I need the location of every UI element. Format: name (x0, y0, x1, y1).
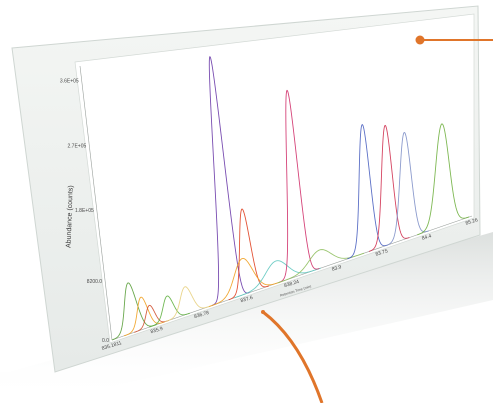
callout-dot-top (415, 35, 425, 45)
x-tick-label: 83.75 (375, 248, 389, 257)
callout-dot-bottom (261, 310, 265, 314)
x-tick-label: 837.6 (240, 295, 254, 304)
y-tick-label: 1.8E+05 (75, 208, 94, 214)
series-peak-7 (209, 257, 282, 307)
x-axis-line (111, 215, 473, 341)
series-peak-9 (278, 89, 320, 283)
plot-area (74, 13, 475, 344)
series-peak-3 (149, 295, 190, 328)
x-tick-label: 835.9 (150, 326, 164, 335)
y-tick-label: 0.0 (102, 338, 109, 344)
x-tick-label: 84.4 (421, 233, 432, 242)
series-peak-2 (134, 304, 170, 333)
x-tick-label: 83.9 (331, 264, 342, 273)
series-peak-4 (164, 286, 211, 323)
series-peak-5 (208, 55, 250, 306)
series-peak-13 (385, 131, 429, 247)
series-peak-6 (228, 208, 270, 301)
series-peak-11 (347, 124, 388, 260)
y-tick-label: 2.7E+05 (68, 143, 87, 149)
x-tick-label: 85.26 (465, 217, 479, 226)
panel-shadow (0, 232, 493, 403)
y-tick-labels: 0.0 8200.0 1.8E+05 2.7E+05 3.6E+05 (60, 78, 109, 344)
series-peak-14 (417, 123, 470, 236)
y-axis-label: Abundance (counts) (66, 185, 75, 248)
y-tick-label: 3.6E+05 (60, 78, 79, 84)
x-tick-label: 836.78 (194, 310, 211, 320)
series-peak-1 (124, 296, 165, 337)
series-peak-0 (111, 282, 157, 341)
x-tick-labels: 835.1811 835.9 836.78 837.6 838.24 83.9 83.75 8… (101, 217, 479, 352)
y-axis-line (79, 65, 113, 341)
y-tick-label: 8200.0 (87, 279, 103, 285)
x-tick-label: 838.24 (284, 279, 301, 289)
series-peak-8 (234, 260, 321, 299)
callout-line-bottom (262, 310, 324, 403)
series-peak-12 (368, 124, 410, 252)
plot-layer (79, 55, 473, 341)
x-tick-label: 835.1811 (101, 340, 123, 352)
